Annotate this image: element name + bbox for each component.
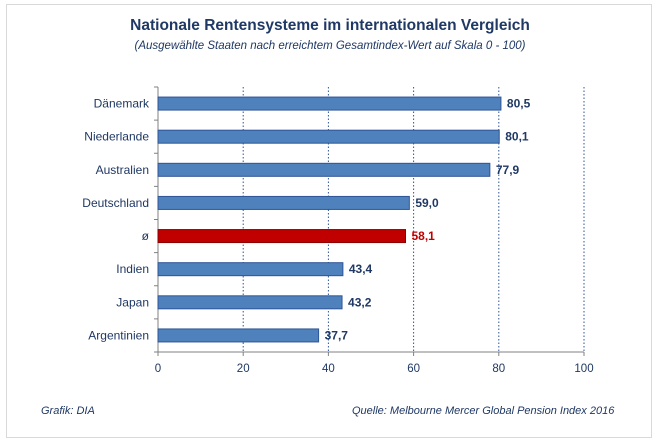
bar-cat-7: [157, 328, 320, 343]
value-label-cat-0: 80,5: [507, 97, 531, 111]
bar-cat-1: [157, 129, 500, 144]
category-label-cat-1: Niederlande: [84, 130, 149, 144]
source-note: Quelle: Melbourne Mercer Global Pension …: [352, 405, 615, 417]
bar-cat-4: [157, 229, 407, 244]
bar-cat-0: [157, 96, 502, 111]
value-label-cat-6: 43,2: [348, 295, 372, 309]
category-label-cat-0: Dänemark: [94, 97, 150, 111]
category-label-cat-4: ø: [142, 229, 150, 243]
chart-frame: [6, 4, 652, 438]
bar-cat-6: [157, 295, 343, 310]
value-label-cat-1: 80,1: [505, 130, 529, 144]
x-tick-label-40: 40: [322, 363, 335, 375]
chart-title: Nationale Rentensysteme im international…: [130, 17, 530, 34]
value-label-cat-5: 43,4: [349, 262, 373, 276]
value-label-cat-3: 59,0: [415, 196, 439, 210]
bar-chart: 0 20 40 60 80 100 Dänemark 80,5 Niederlande 80,1 A…: [82, 86, 594, 375]
x-tick-label-0: 0: [155, 363, 161, 375]
bar-cat-5: [157, 262, 344, 277]
category-label-cat-7: Argentinien: [88, 328, 149, 342]
value-label-cat-2: 77,9: [496, 163, 520, 177]
category-label-cat-6: Japan: [116, 295, 149, 309]
category-label-cat-5: Indien: [116, 262, 149, 276]
bar-cat-2: [157, 162, 491, 177]
chart-subtitle: (Ausgewählte Staaten nach erreichtem Ges…: [134, 40, 526, 52]
x-tick-label-100: 100: [574, 363, 593, 375]
x-tick-label-20: 20: [237, 363, 250, 375]
category-label-cat-3: Deutschland: [82, 196, 149, 210]
value-label-cat-4: 58,1: [412, 229, 436, 243]
x-tick-label-60: 60: [407, 363, 420, 375]
bar-cat-3: [157, 195, 410, 210]
graphic-credit: Grafik: DIA: [41, 405, 95, 417]
category-label-cat-2: Australien: [96, 163, 149, 177]
value-label-cat-7: 37,7: [325, 328, 349, 342]
x-tick-label-80: 80: [492, 363, 505, 375]
